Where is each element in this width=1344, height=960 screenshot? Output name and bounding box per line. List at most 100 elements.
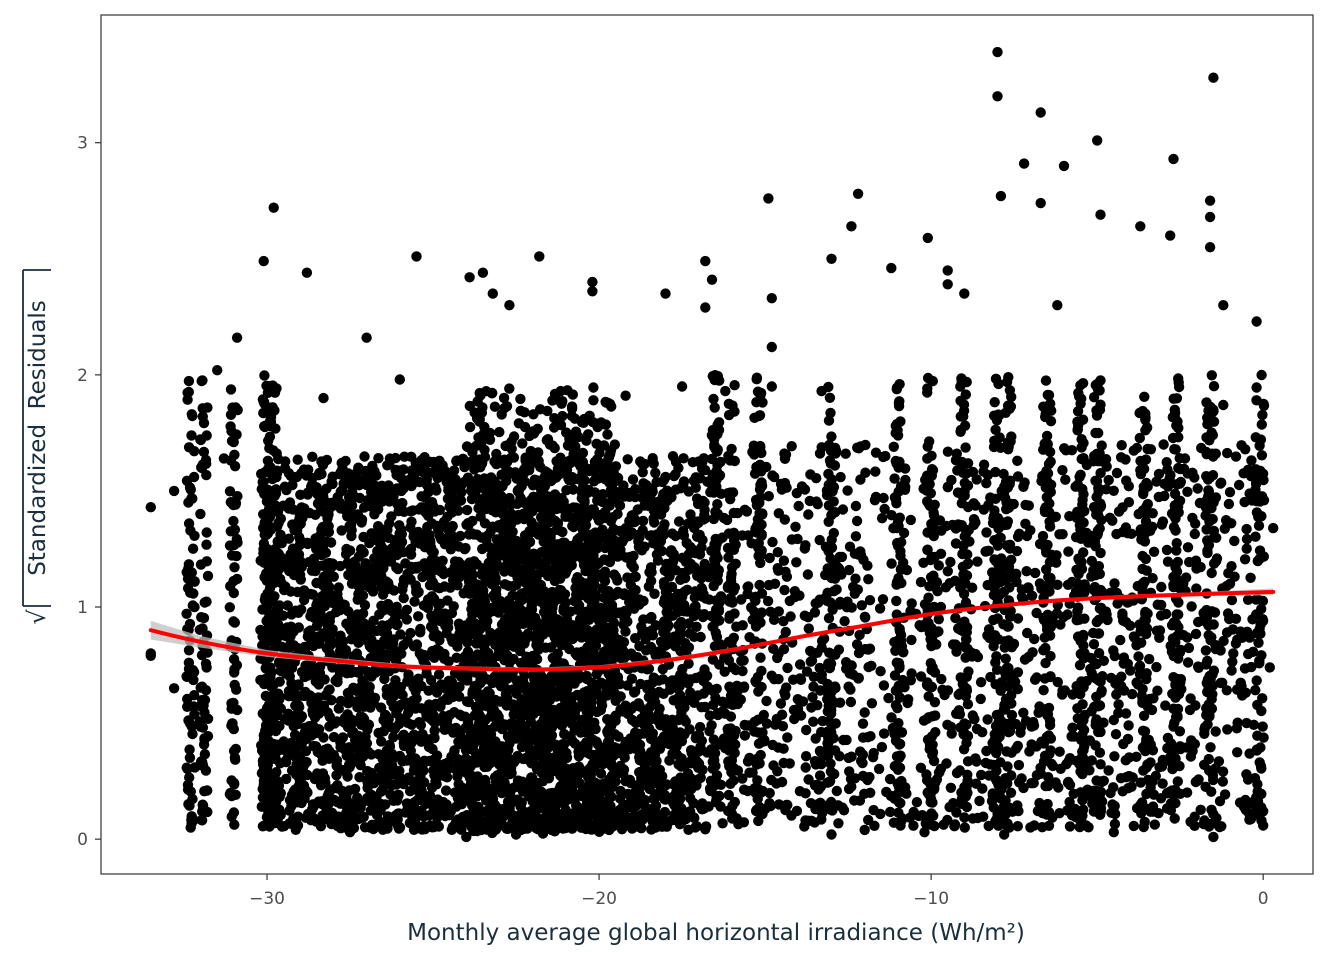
scatter-point [338, 478, 349, 489]
scatter-point [678, 713, 689, 725]
scatter-point [859, 707, 870, 718]
scatter-point [875, 666, 886, 677]
scatter-point [474, 678, 486, 689]
scatter-point [687, 457, 698, 468]
scatter-point [866, 660, 877, 671]
scatter-point [1021, 627, 1033, 639]
scatter-point [357, 675, 368, 686]
scatter-point [693, 473, 705, 484]
scatter-point [654, 764, 665, 775]
scatter-point [1064, 821, 1076, 832]
scatter-point [766, 774, 777, 786]
scatter-point [414, 648, 425, 659]
scatter-point [1161, 457, 1172, 468]
scatter-point [835, 471, 846, 483]
scatter-point [940, 582, 952, 593]
scatter-point [998, 468, 1009, 480]
scatter-point [652, 496, 663, 508]
scatter-point [834, 551, 845, 563]
scatter-point [434, 583, 445, 594]
scatter-point [1154, 762, 1165, 773]
scatter-point [949, 821, 960, 832]
scatter-point [945, 782, 957, 793]
scatter-point [779, 584, 790, 596]
scatter-point [324, 557, 335, 569]
scatter-point [595, 768, 607, 779]
scatter-point [1195, 804, 1206, 815]
scatter-point [345, 519, 357, 531]
scatter-point [302, 670, 313, 681]
scatter-point [657, 663, 668, 675]
scatter-point [802, 569, 814, 580]
scatter-point [1160, 608, 1172, 620]
scatter-point [845, 696, 857, 708]
scatter-point [1111, 528, 1122, 540]
scatter-point [644, 726, 656, 738]
scatter-point [805, 645, 816, 657]
scatter-point [471, 529, 483, 540]
scatter-point [970, 648, 981, 660]
scatter-point [814, 534, 825, 546]
scatter-point [688, 610, 700, 622]
scatter-point [639, 541, 650, 552]
scatter-point [841, 663, 852, 674]
scatter-point [682, 811, 694, 822]
scatter-point [853, 673, 864, 684]
scatter-point [791, 557, 802, 568]
scatter-point [531, 760, 542, 772]
scatter-point [1120, 454, 1131, 465]
scatter-point [1190, 518, 1201, 529]
scatter-point [719, 666, 730, 677]
scatter-point [398, 592, 409, 604]
scatter-point [312, 631, 324, 642]
scatter-point [645, 747, 657, 758]
scatter-point [846, 781, 857, 792]
scatter-point [1060, 445, 1072, 456]
scatter-point [452, 641, 463, 652]
scatter-point [310, 676, 321, 687]
scatter-point [647, 455, 658, 466]
scatter-point [951, 767, 963, 779]
scatter-point [837, 802, 848, 813]
scatter-point [305, 691, 316, 702]
scatter-point [453, 778, 464, 790]
scatter-point [849, 773, 861, 784]
scatter-point [342, 687, 354, 699]
scatter-point [1245, 572, 1256, 583]
scatter-point [842, 485, 853, 496]
scatter-point [1226, 518, 1237, 529]
scatter-point [695, 631, 706, 643]
scatter-point [679, 572, 690, 584]
scatter-point [332, 673, 343, 684]
scatter-point [469, 464, 480, 475]
scatter-point [1114, 684, 1125, 695]
scatter-point [272, 816, 283, 828]
scatter-point [310, 741, 322, 752]
scatter-point [1232, 717, 1243, 728]
scatter-point [402, 708, 414, 719]
scatter-point [292, 707, 304, 719]
scatter-point [287, 792, 298, 803]
scatter-point [467, 598, 478, 610]
scatter-point [333, 811, 344, 822]
scatter-point [770, 719, 781, 730]
scatter-point [304, 721, 315, 732]
scatter-point [1018, 707, 1029, 718]
scatter-point [284, 805, 295, 816]
scatter-point [655, 509, 667, 520]
scatter-point [419, 492, 431, 503]
scatter-point [394, 772, 406, 783]
scatter-point [691, 531, 703, 542]
scatter-point [1109, 818, 1121, 830]
scatter-point [800, 540, 811, 551]
scatter-point [846, 751, 857, 762]
scatter-point [1214, 821, 1225, 833]
scatter-point [292, 454, 303, 465]
scatter-point [738, 784, 750, 795]
scatter-point [658, 522, 669, 534]
scatter-point [417, 571, 428, 583]
scatter-point [886, 558, 897, 569]
scatter-point [653, 533, 665, 544]
scatter-point [1239, 554, 1251, 565]
